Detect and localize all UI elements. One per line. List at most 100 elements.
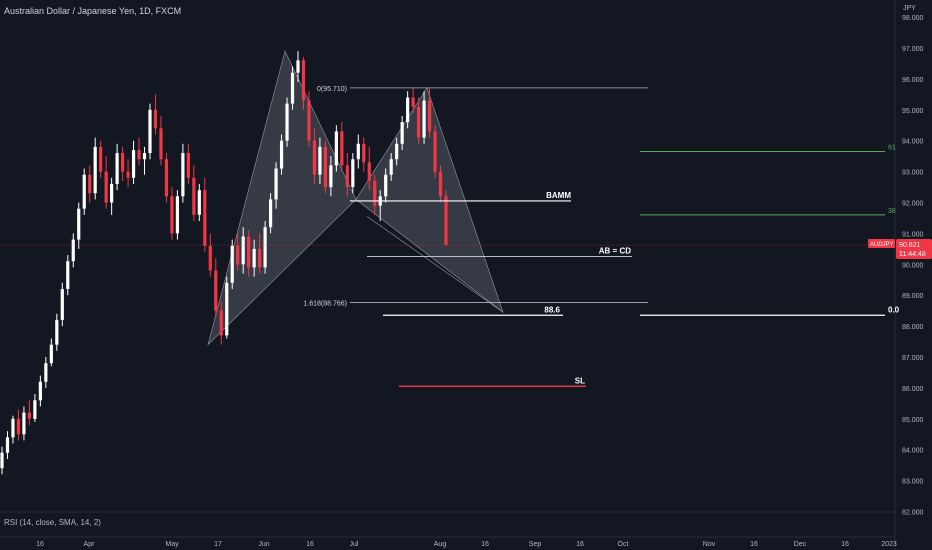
y-tick-label: 84.000 (902, 448, 924, 455)
candle-body (422, 100, 426, 138)
candle-body (60, 289, 64, 320)
harmonic-triangle (207, 50, 357, 346)
candle-body (318, 146, 322, 175)
candle-body (214, 270, 218, 311)
x-tick-label: May (165, 541, 179, 548)
candle-body (279, 140, 284, 169)
x-tick-label: 2023 (881, 541, 897, 548)
candle-body (312, 140, 317, 175)
y-axis: 98.000 97.000 96.000 95.000 94.000 93.000 92.0… (902, 15, 924, 516)
x-tick-label: 16 (306, 541, 314, 548)
y-tick-label: 92.000 (902, 201, 924, 208)
candle-body (110, 183, 114, 203)
candle-body (181, 153, 185, 197)
candle-body (444, 196, 448, 246)
candle-body (219, 310, 223, 336)
candle-body (203, 190, 207, 246)
candle-body (438, 171, 443, 197)
harmonic-pattern (207, 50, 504, 346)
xa-886-label: 88.6 (544, 305, 560, 314)
chart-title: Australian Dollar / Japanese Yen, 1D, FX… (4, 6, 182, 16)
candle-body (285, 103, 289, 141)
candle-body (192, 177, 196, 215)
candle-body (351, 159, 355, 188)
x-tick-label: 17 (214, 541, 222, 548)
harmonic-leg (366, 216, 504, 313)
y-tick-label: 85.000 (902, 417, 924, 424)
candle-body (5, 437, 10, 453)
candle-body (66, 261, 70, 290)
candle-body (49, 344, 53, 364)
symbol-tag: AUDJPY (868, 239, 895, 248)
price-badge-price: 90.621 (899, 242, 921, 249)
x-axis: 16 Apr May 17 Jun 16 Jul Aug 16 Sep 16 Oct Nov 16 Dec 1… (36, 541, 897, 548)
candle-body (44, 363, 48, 382)
candle-body (137, 149, 141, 160)
x-tick-label: Apr (84, 541, 96, 548)
fib-0-label: 0(95.710) (317, 86, 347, 93)
candle-body (395, 143, 399, 160)
x-tick-label: 16 (481, 541, 489, 548)
candle-body (389, 159, 393, 175)
candle-body (88, 174, 92, 194)
x-tick-label: Jul (350, 541, 359, 548)
candle-body (296, 60, 300, 73)
candle-body (93, 146, 97, 194)
candle-body (323, 146, 328, 188)
candle-body (71, 239, 75, 262)
candle-body (126, 171, 130, 178)
candle-body (11, 418, 15, 438)
candle-body (384, 174, 388, 197)
candle-body (225, 282, 229, 336)
y-tick-label: 87.000 (902, 355, 924, 362)
candle-body (208, 245, 212, 271)
x-tick-label: 16 (576, 541, 584, 548)
candles (0, 51, 448, 475)
candle-body (427, 100, 432, 132)
candle-body (159, 128, 163, 160)
candle-body (230, 245, 234, 283)
stop-loss-label: SL (575, 376, 585, 385)
candle-body (334, 131, 338, 166)
candle-body (356, 143, 360, 160)
candle-body (307, 100, 311, 141)
x-tick-label: Jun (258, 541, 269, 548)
candle-body (175, 196, 180, 234)
candle-body (290, 72, 295, 104)
candle-body (115, 153, 119, 184)
price-badge-countdown: 11:44:48 (899, 251, 926, 258)
x-tick-label: Sep (529, 541, 542, 548)
currency-label: JPY (903, 5, 916, 12)
fib-1618-label: 1.618(88.766) (303, 300, 347, 307)
fib-38-label: 38 (888, 208, 896, 215)
y-tick-label: 82.000 (902, 510, 924, 517)
abcd-label: AB = CD (599, 247, 631, 256)
rsi-indicator-label[interactable]: RSI (14, close, SMA, 14, 2) (4, 518, 101, 527)
candle-body (153, 109, 158, 129)
candle-body (77, 208, 81, 240)
y-tick-label: 97.000 (902, 46, 924, 53)
price-badge: 90.621 11:44:48 (896, 239, 932, 259)
candle-body (433, 131, 437, 172)
y-tick-label: 93.000 (902, 170, 924, 177)
candle-body (373, 180, 377, 206)
candle-body (340, 131, 344, 166)
candle-body (38, 381, 42, 401)
candle-body (186, 153, 190, 178)
candle-body (247, 236, 251, 268)
x-tick-label: 16 (36, 541, 44, 548)
symbol-tag-label: AUDJPY (870, 242, 894, 248)
y-tick-label: 86.000 (902, 386, 924, 393)
candle-body (104, 171, 108, 203)
candle-body (27, 412, 32, 419)
y-tick-label: 94.000 (902, 139, 924, 146)
level-lines: 0(95.710) BAMM AB = CD 1.618(88.766) 88.6 0.0… (0, 86, 900, 388)
candle-body (236, 245, 240, 265)
x-tick-label: Nov (703, 541, 716, 548)
candle-body (16, 418, 21, 435)
x-tick-label: Oct (618, 541, 629, 548)
candle-body (252, 248, 256, 268)
candle-body (416, 106, 421, 138)
x-tick-label: Aug (434, 541, 447, 548)
